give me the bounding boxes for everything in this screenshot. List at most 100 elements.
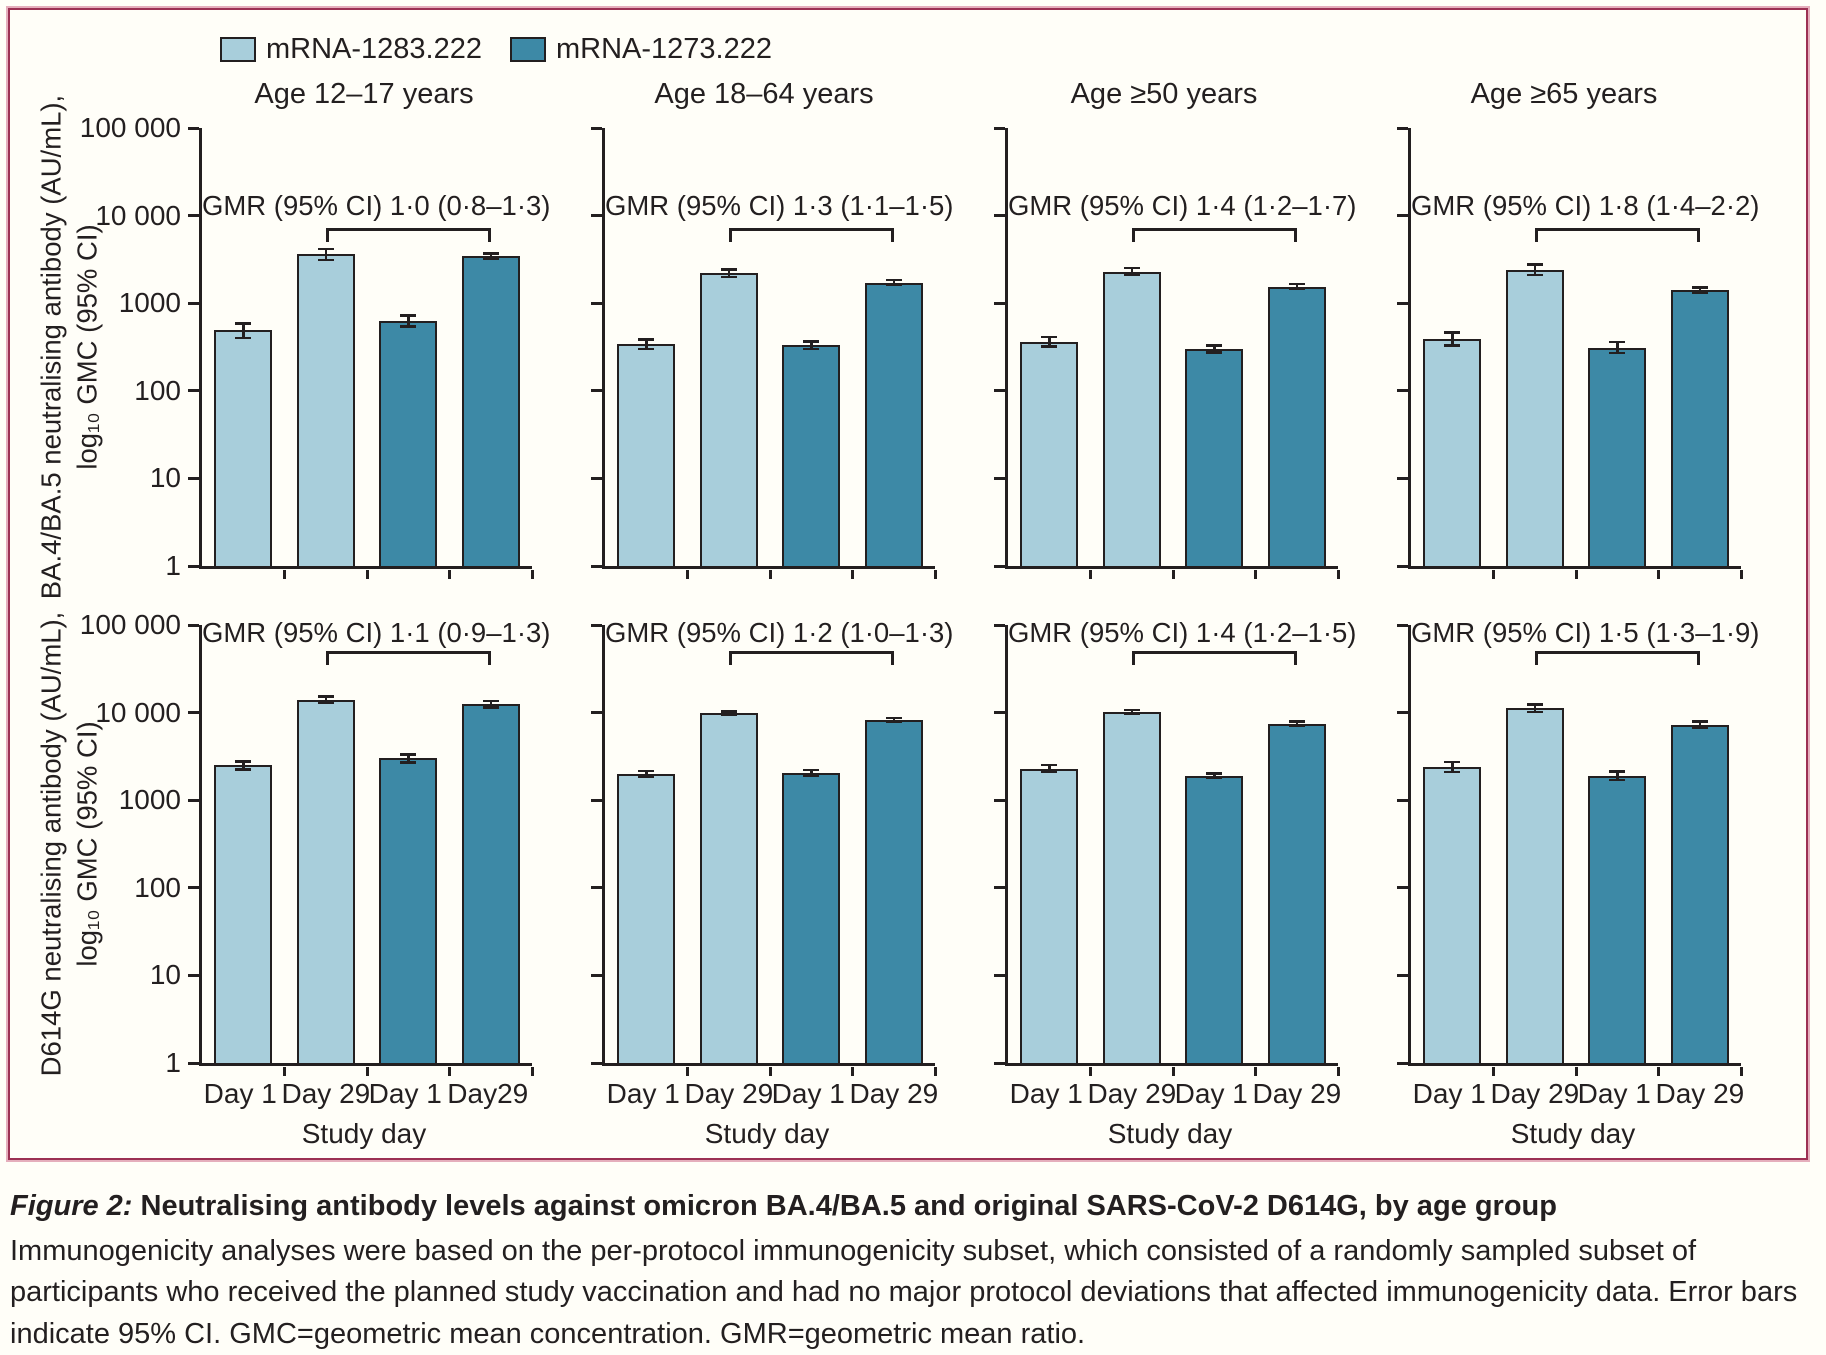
y-tick	[993, 1061, 1005, 1065]
x-tick	[448, 1066, 451, 1076]
bar-mRNA-1283.222-day1	[617, 773, 676, 1063]
error-bar-cap	[1288, 282, 1305, 286]
x-tick	[1739, 1066, 1743, 1076]
error-bar-cap	[1444, 770, 1461, 774]
x-tick	[530, 1066, 534, 1076]
x-tick	[933, 1066, 937, 1076]
error-bar-cap	[482, 252, 499, 255]
error-bar-cap	[1526, 263, 1543, 266]
bar-mRNA-1283.222-day29	[296, 254, 355, 566]
legend-swatch-mrna-1283	[220, 36, 256, 62]
x-tick-label: Day 29	[1490, 1078, 1580, 1109]
error-bar	[1130, 709, 1133, 714]
figure-border-box: mRNA-1283.222 mRNA-1273.222 Age 12–17 ye…	[6, 6, 1810, 1162]
error-bar-cap	[885, 720, 902, 723]
y-tick	[1396, 973, 1408, 977]
plot-area: GMR (95% CI) 1·2 (1·0–1·3)	[590, 617, 953, 1076]
gmr-annotation: GMR (95% CI) 1·5 (1·3–1·9)	[1411, 617, 1760, 648]
x-tick-labels: Day 1 Day 29 Day 1 Day 29	[1005, 1078, 1342, 1114]
column-header-age-50plus: Age ≥50 years	[1070, 78, 1258, 110]
error-bar	[1616, 771, 1619, 780]
y-tick	[590, 389, 602, 393]
panel-ba45-age-50plus: GMR (95% CI) 1·4 (1·2–1·7)	[935, 126, 1357, 579]
error-bar-cap	[482, 699, 499, 703]
gmr-annotation: GMR (95% CI) 1·4 (1·2–1·5)	[1008, 617, 1357, 648]
bar-mRNA-1283.222-day1	[1020, 342, 1079, 566]
error-bar-cap	[1123, 266, 1140, 270]
bar-mRNA-1273.222-day1	[1588, 775, 1647, 1063]
x-tick	[283, 569, 286, 579]
error-bar-cap	[720, 713, 737, 717]
error-bar-cap	[1691, 286, 1708, 289]
bar-mRNA-1283.222-day29	[699, 273, 758, 566]
error-bar-cap	[885, 283, 902, 287]
bar-mRNA-1273.222-day29	[1670, 724, 1729, 1063]
bar-mRNA-1273.222-day1	[1588, 347, 1647, 566]
column-header-age-65plus: Age ≥65 years	[1470, 78, 1658, 110]
y-tick	[1396, 886, 1408, 890]
error-bar-cap	[317, 701, 334, 705]
x-tick-label: Day 29	[684, 1078, 774, 1109]
x-tick	[365, 1066, 369, 1076]
x-tick-label: Day 1	[1412, 1078, 1486, 1109]
error-bar	[1698, 721, 1701, 728]
bar-mRNA-1283.222-day1	[214, 330, 273, 566]
x-tick	[1171, 569, 1175, 579]
panel-d614g-age-65plus: GMR (95% CI) 1·5 (1·3–1·9) Day 1 Day 29 Da…	[1338, 617, 1759, 1150]
plot-area: GMR (95% CI) 1·0 (0·8–1·3)	[187, 126, 551, 579]
gmr-bracket	[1534, 651, 1700, 665]
error-bar-cap	[482, 257, 499, 260]
x-tick	[1089, 569, 1092, 579]
y-tick	[590, 126, 602, 130]
error-bar	[1451, 761, 1454, 772]
bar-mRNA-1273.222-day29	[461, 704, 520, 1063]
y-tick-label: 10	[149, 959, 181, 991]
x-tick	[768, 1066, 772, 1076]
error-bar-cap	[1526, 703, 1543, 706]
gmr-annotation: GMR (95% CI) 1·2 (1·0–1·3)	[605, 617, 954, 648]
x-tick	[1574, 1066, 1578, 1076]
error-bar-cap	[235, 768, 252, 771]
y-tick	[1396, 564, 1408, 568]
error-bar-cap	[1609, 778, 1626, 782]
x-tick	[1657, 1066, 1660, 1076]
plot-area: GMR (95% CI) 1·4 (1·2–1·5)	[993, 617, 1356, 1076]
gmr-bracket	[1131, 651, 1297, 665]
error-bar-cap	[1691, 720, 1708, 723]
gmr-bracket	[325, 228, 491, 242]
bar-mRNA-1273.222-day29	[461, 256, 520, 566]
panel-ba45-age-65plus: GMR (95% CI) 1·8 (1·4–2·2)	[1338, 126, 1759, 579]
error-bar	[892, 717, 895, 722]
error-bar-cap	[720, 275, 737, 279]
x-tick	[530, 569, 534, 579]
y-tick	[590, 973, 602, 977]
error-bar	[645, 770, 648, 777]
y-tick	[590, 886, 602, 890]
error-bar-cap	[400, 325, 417, 328]
bar-mRNA-1283.222-day1	[1423, 766, 1482, 1063]
error-bar	[242, 761, 245, 770]
error-bar	[324, 249, 327, 261]
error-bar-cap	[1288, 724, 1305, 727]
y-axis-title-ba45: BA.4/BA.5 neutralising antibody (AU/mL),…	[35, 94, 102, 600]
y-tick-label: 1000	[118, 287, 181, 319]
y-tick-label: 100	[134, 374, 181, 406]
y-tick	[1396, 301, 1408, 305]
x-tick	[1336, 569, 1340, 579]
x-tick	[1492, 1066, 1495, 1076]
error-bar	[489, 700, 492, 708]
y-axis-title-d614g: D614G neutralising antibody (AU/mL), log…	[35, 611, 102, 1077]
error-bar-cap	[720, 710, 737, 713]
bar-mRNA-1283.222-day29	[1102, 271, 1161, 566]
panel-ba45-age-18-64: GMR (95% CI) 1·3 (1·1–1·5)	[532, 126, 953, 579]
gmr-annotation: GMR (95% CI) 1·0 (0·8–1·3)	[202, 190, 551, 221]
gmr-annotation: GMR (95% CI) 1·4 (1·2–1·7)	[1008, 190, 1357, 221]
y-tick	[1396, 214, 1408, 218]
error-bar-cap	[1123, 273, 1140, 277]
x-tick	[1254, 1066, 1257, 1076]
chart-row-ba45: BA.4/BA.5 neutralising antibody (AU/mL),…	[24, 95, 1806, 599]
legend-swatch-mrna-1273	[510, 36, 546, 62]
gmr-annotation: GMR (95% CI) 1·1 (0·9–1·3)	[202, 617, 551, 648]
y-tick	[1396, 476, 1408, 480]
y-tick	[1396, 1061, 1408, 1065]
